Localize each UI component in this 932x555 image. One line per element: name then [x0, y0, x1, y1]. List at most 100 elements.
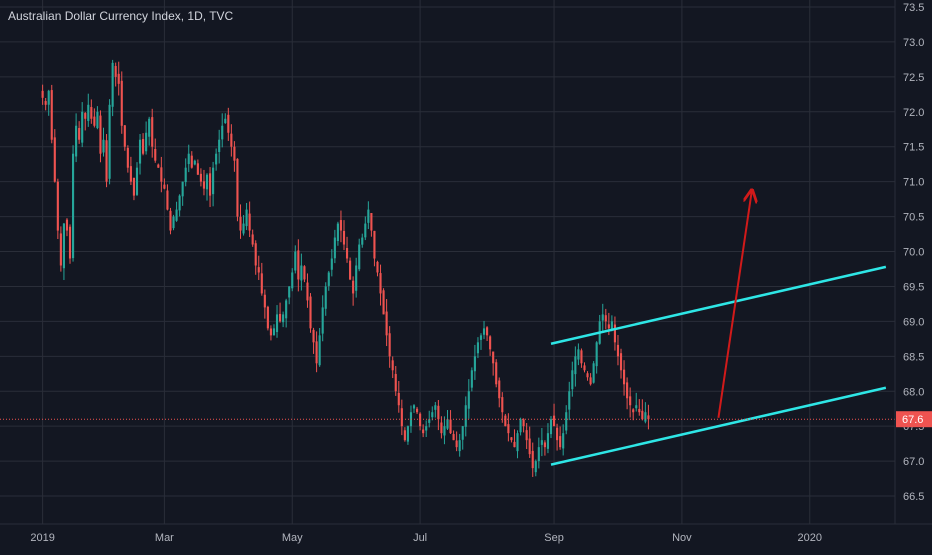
candle-body — [190, 155, 193, 168]
candle-body — [272, 328, 276, 336]
candle — [586, 371, 589, 381]
candle-body — [181, 181, 184, 197]
candle — [626, 377, 629, 410]
candle — [135, 162, 139, 197]
candle — [145, 121, 148, 155]
candle — [157, 163, 160, 168]
price-axis[interactable]: 66.567.067.568.068.569.069.570.070.571.0… — [903, 2, 924, 503]
candle — [552, 403, 556, 427]
candle-body — [178, 195, 181, 211]
candle — [388, 326, 391, 368]
candle-body — [613, 324, 616, 343]
candle — [263, 289, 266, 319]
channel-upper[interactable] — [550, 265, 887, 345]
candle — [443, 416, 446, 445]
candle — [248, 201, 251, 238]
candle-body — [507, 424, 510, 434]
candle-body — [202, 181, 206, 189]
candle-body — [175, 209, 178, 221]
candle — [99, 110, 102, 163]
candle-body — [288, 286, 291, 298]
candle-body — [616, 344, 620, 357]
time-axis[interactable]: 2019 Mar May Jul Sep Nov 2020 — [30, 532, 822, 544]
candle-body — [230, 133, 233, 147]
candle-body — [632, 409, 635, 413]
candle — [589, 373, 592, 386]
candle — [352, 276, 355, 306]
candle-body — [47, 90, 50, 105]
candle-body — [415, 408, 419, 413]
candle-body — [151, 117, 154, 147]
candle — [129, 156, 132, 186]
candle-body — [394, 373, 397, 392]
y-tick-label: 72.0 — [903, 107, 924, 119]
candle-body — [464, 405, 467, 427]
candle-body — [534, 461, 537, 473]
candle — [556, 423, 559, 451]
candle-body — [114, 65, 117, 77]
candle-body — [431, 412, 434, 418]
candle — [577, 343, 580, 366]
candle — [467, 379, 470, 419]
channel-lower[interactable] — [550, 386, 887, 466]
candle-body — [260, 273, 263, 294]
candle — [342, 220, 346, 251]
candle — [333, 229, 336, 264]
candle-body — [586, 373, 589, 378]
candle — [632, 408, 635, 421]
candle-body — [629, 396, 632, 406]
candle — [218, 129, 221, 164]
y-tick-label: 72.5 — [903, 72, 924, 84]
candle-body — [376, 261, 379, 273]
candle — [184, 158, 187, 187]
candle-body — [574, 356, 577, 375]
candle-body — [479, 335, 483, 340]
candle — [409, 405, 413, 433]
candle-body — [498, 380, 501, 399]
candle-body — [96, 111, 99, 129]
candle — [257, 255, 260, 281]
candle — [187, 144, 190, 173]
candle — [233, 141, 236, 172]
candle-body — [437, 405, 440, 420]
projection-arrow[interactable] — [717, 190, 751, 418]
candle-body — [489, 336, 492, 350]
grid — [0, 0, 895, 524]
candle — [90, 99, 93, 124]
candle — [495, 359, 498, 388]
candle — [562, 424, 565, 456]
candle — [525, 423, 528, 450]
candle-body — [166, 190, 169, 210]
candle-body — [458, 440, 461, 452]
candle — [489, 335, 492, 356]
candle — [464, 396, 467, 437]
candle-body — [330, 258, 333, 270]
candle — [212, 161, 215, 207]
candle-body — [601, 314, 604, 321]
candle — [592, 361, 595, 384]
candle-body — [583, 365, 586, 371]
candle-body — [452, 434, 455, 441]
candle-body — [455, 440, 458, 448]
candle-body — [559, 436, 562, 448]
candle-body — [90, 107, 93, 119]
candle-body — [607, 324, 610, 329]
candle — [595, 341, 598, 374]
candle-body — [638, 408, 641, 413]
drawing-tools[interactable] — [550, 190, 887, 466]
candle — [53, 129, 56, 183]
y-tick-label: 67.0 — [903, 456, 924, 468]
candle-body — [41, 90, 44, 98]
candle-body — [470, 370, 473, 388]
candle-body — [282, 314, 285, 323]
candle — [419, 412, 422, 431]
candle — [501, 392, 504, 423]
candle-body — [239, 216, 242, 231]
candle — [635, 392, 638, 412]
candle-body — [589, 377, 592, 385]
candle — [154, 138, 157, 163]
candle-body — [126, 147, 129, 168]
